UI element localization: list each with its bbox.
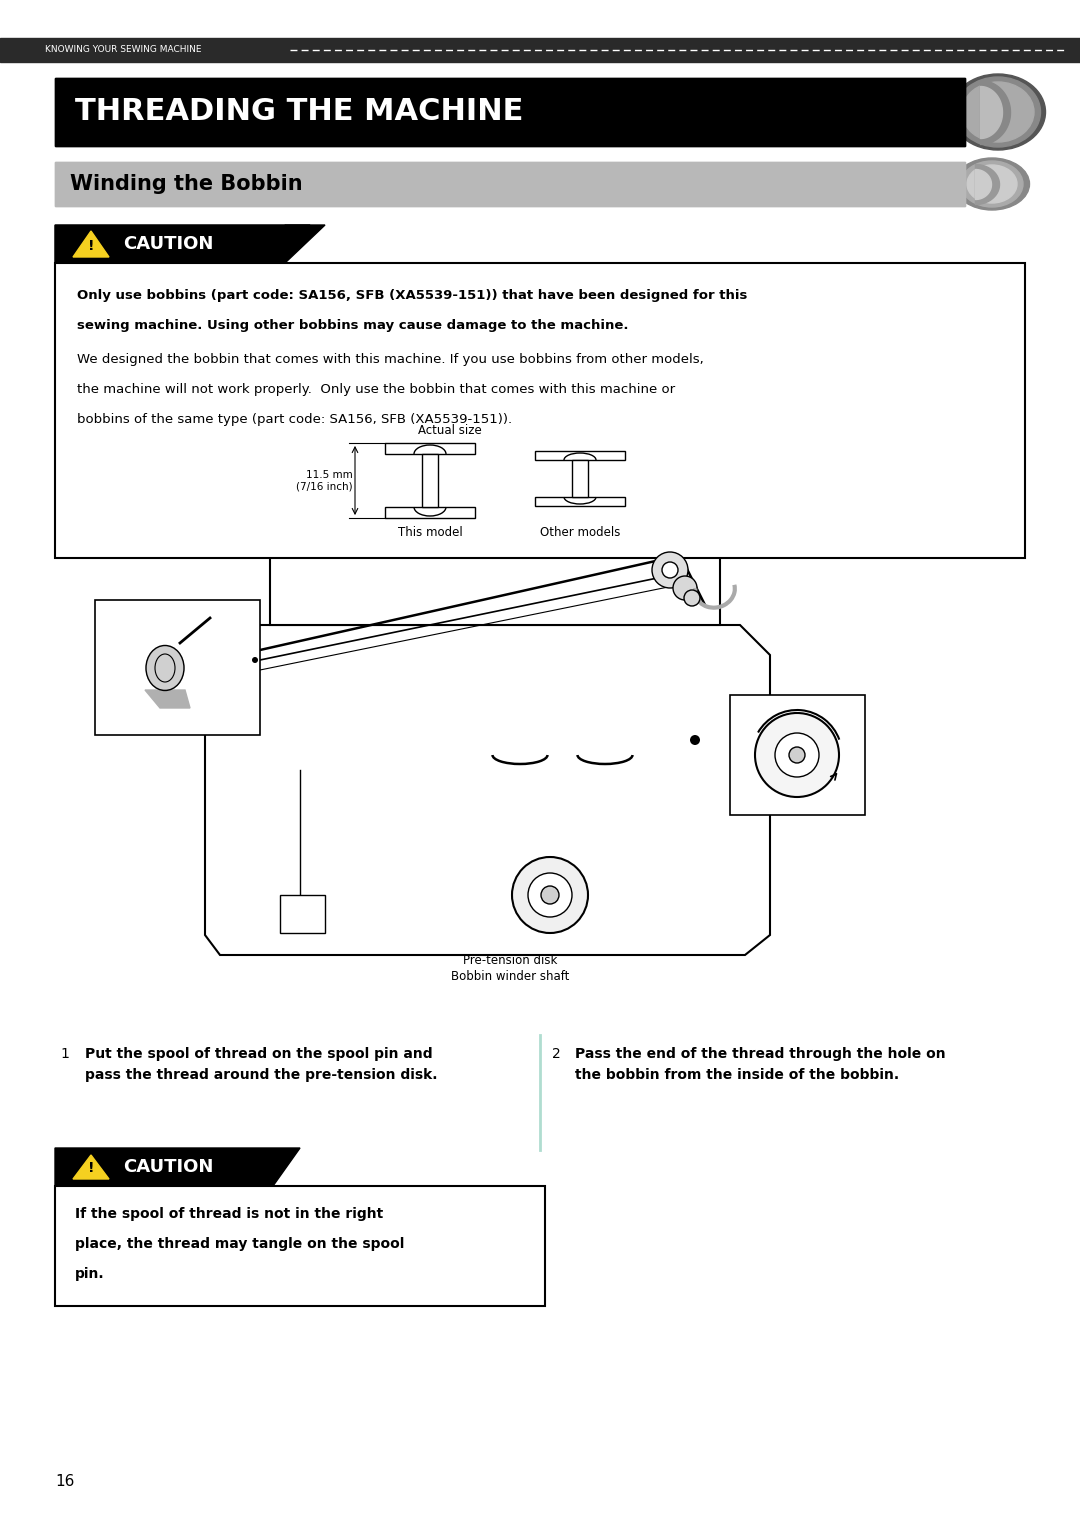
Text: 11.5 mm
(7/16 inch): 11.5 mm (7/16 inch) bbox=[296, 470, 353, 491]
Text: the machine will not work properly.  Only use the bobbin that comes with this ma: the machine will not work properly. Only… bbox=[77, 383, 675, 395]
Text: This model: This model bbox=[397, 525, 462, 539]
Circle shape bbox=[512, 858, 588, 932]
Bar bbox=[422, 455, 438, 507]
Bar bbox=[0, 38, 1080, 63]
Text: sewing machine. Using other bobbins may cause damage to the machine.: sewing machine. Using other bobbins may … bbox=[77, 319, 629, 331]
Text: Put the spool of thread on the spool pin and
pass the thread around the pre-tens: Put the spool of thread on the spool pin… bbox=[85, 1047, 437, 1082]
Text: Winding the Bobbin: Winding the Bobbin bbox=[70, 174, 302, 194]
Bar bbox=[535, 452, 625, 459]
Text: !: ! bbox=[87, 240, 94, 253]
Circle shape bbox=[662, 562, 678, 578]
Bar bbox=[55, 78, 966, 146]
Text: Pre-tension disk: Pre-tension disk bbox=[463, 954, 557, 966]
Bar bbox=[422, 455, 438, 507]
Circle shape bbox=[684, 591, 700, 606]
Text: Other models: Other models bbox=[540, 525, 620, 539]
Text: KNOWING YOUR SEWING MACHINE: KNOWING YOUR SEWING MACHINE bbox=[45, 46, 202, 55]
Text: place, the thread may tangle on the spool: place, the thread may tangle on the spoo… bbox=[75, 1238, 404, 1251]
Bar bbox=[384, 443, 475, 455]
Ellipse shape bbox=[967, 165, 1017, 203]
Bar bbox=[730, 694, 865, 815]
Ellipse shape bbox=[961, 162, 1023, 208]
Text: Bobbin winder shaft: Bobbin winder shaft bbox=[450, 971, 569, 983]
Text: If the spool of thread is not in the right: If the spool of thread is not in the rig… bbox=[75, 1207, 383, 1221]
Bar bbox=[95, 600, 260, 736]
Text: CAUTION: CAUTION bbox=[123, 235, 214, 253]
Bar bbox=[535, 497, 625, 507]
Bar bbox=[572, 459, 588, 497]
Ellipse shape bbox=[950, 73, 1045, 150]
Bar bbox=[384, 507, 475, 517]
Bar bbox=[55, 1186, 545, 1306]
Bar bbox=[535, 452, 625, 459]
Polygon shape bbox=[73, 230, 109, 256]
Ellipse shape bbox=[956, 76, 1040, 146]
Circle shape bbox=[690, 736, 700, 745]
Circle shape bbox=[673, 575, 697, 600]
Text: Actual size: Actual size bbox=[418, 424, 482, 436]
Text: 16: 16 bbox=[55, 1474, 75, 1488]
Text: bobbins of the same type (part code: SA156, SFB (XA5539-151)).: bobbins of the same type (part code: SA1… bbox=[77, 412, 512, 426]
Polygon shape bbox=[55, 224, 310, 262]
Text: pin.: pin. bbox=[75, 1267, 105, 1280]
Text: We designed the bobbin that comes with this machine. If you use bobbins from oth: We designed the bobbin that comes with t… bbox=[77, 353, 704, 366]
Circle shape bbox=[541, 887, 559, 903]
Bar bbox=[384, 443, 475, 455]
Bar bbox=[384, 507, 475, 517]
Circle shape bbox=[789, 748, 805, 763]
Text: !: ! bbox=[87, 1161, 94, 1175]
Text: 1: 1 bbox=[60, 1047, 69, 1061]
Text: 2: 2 bbox=[552, 1047, 561, 1061]
Bar bbox=[535, 497, 625, 507]
Ellipse shape bbox=[962, 82, 1034, 142]
Polygon shape bbox=[285, 224, 325, 262]
Bar bbox=[572, 459, 588, 497]
Circle shape bbox=[252, 658, 258, 662]
Bar bbox=[55, 162, 966, 206]
Text: Pass the end of the thread through the hole on
the bobbin from the inside of the: Pass the end of the thread through the h… bbox=[575, 1047, 946, 1082]
Polygon shape bbox=[145, 690, 190, 708]
Circle shape bbox=[775, 732, 819, 777]
Bar bbox=[280, 896, 325, 932]
Text: CAUTION: CAUTION bbox=[123, 1158, 214, 1177]
Bar bbox=[55, 78, 966, 146]
Circle shape bbox=[652, 552, 688, 588]
Ellipse shape bbox=[146, 645, 184, 690]
Polygon shape bbox=[270, 514, 720, 626]
Text: Only use bobbins (part code: SA156, SFB (XA5539-151)) that have been designed fo: Only use bobbins (part code: SA156, SFB … bbox=[77, 288, 747, 302]
Circle shape bbox=[755, 713, 839, 797]
Polygon shape bbox=[73, 1155, 109, 1180]
Polygon shape bbox=[205, 626, 770, 955]
Text: THREADING THE MACHINE: THREADING THE MACHINE bbox=[75, 98, 524, 127]
Ellipse shape bbox=[955, 159, 1029, 211]
Bar bbox=[55, 262, 1025, 559]
Bar bbox=[55, 162, 966, 206]
Circle shape bbox=[528, 873, 572, 917]
Polygon shape bbox=[55, 1148, 300, 1186]
Bar bbox=[55, 224, 285, 262]
